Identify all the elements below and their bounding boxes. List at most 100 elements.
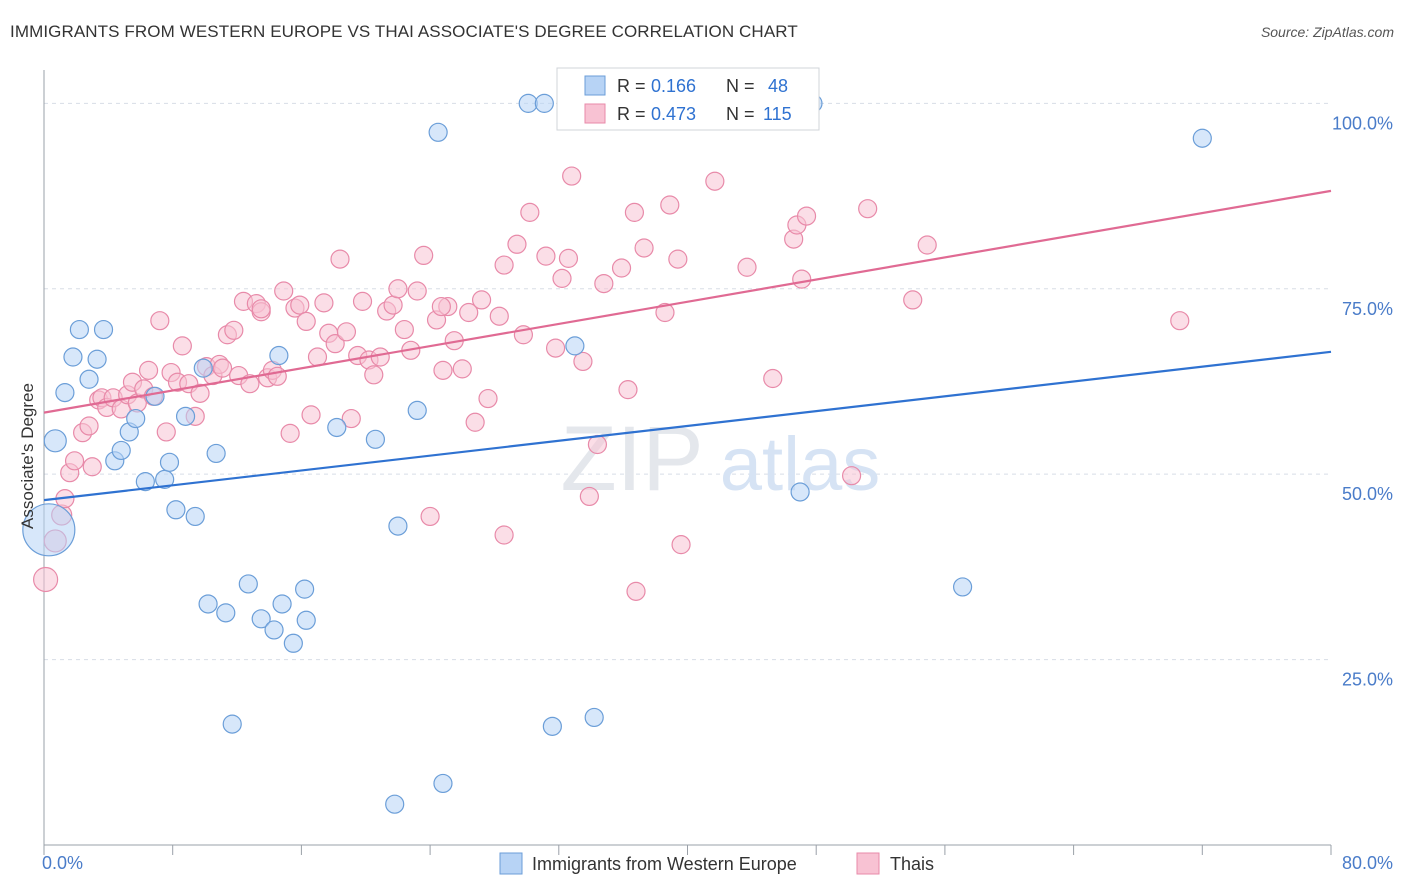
- western-europe-point-44: [790, 482, 810, 502]
- thais-point-74: [465, 412, 485, 432]
- thais-point-89: [579, 486, 599, 507]
- y-tick-label-50: 50.0%: [1342, 484, 1393, 504]
- western-europe-point-4: [69, 319, 89, 340]
- western-europe-point-26: [272, 594, 292, 614]
- western-europe-point-29: [295, 579, 315, 599]
- thais-point-90: [587, 434, 608, 455]
- thais-point-27: [190, 383, 210, 403]
- thais-point-84: [545, 338, 566, 358]
- thais-point-52: [330, 249, 350, 269]
- thais-point-102: [737, 257, 757, 277]
- thais-point-95: [626, 581, 646, 601]
- thais-point-69: [433, 360, 453, 380]
- thais-trend-line: [43, 189, 1332, 414]
- thais-point-45: [290, 295, 310, 315]
- bottom-legend-label-pink: Thais: [890, 854, 934, 874]
- western-europe-point-24: [251, 609, 271, 629]
- western-europe-point-28: [296, 610, 316, 630]
- thais-point-0: [33, 566, 59, 593]
- thais-point-67: [420, 506, 440, 527]
- y-tick-label-100: 100.0%: [1332, 113, 1393, 133]
- thais-point-54: [341, 408, 361, 429]
- thais-point-5: [64, 451, 85, 471]
- watermark: ZIP atlas: [560, 408, 880, 510]
- western-europe-point-11: [126, 408, 146, 429]
- legend-r-value-2: 0.473: [651, 104, 696, 124]
- thais-point-79: [494, 525, 514, 545]
- western-europe-point-0: [22, 503, 76, 557]
- thais-point-66: [414, 245, 434, 266]
- thais-point-109: [858, 199, 878, 219]
- y-tick-label-25: 25.0%: [1342, 670, 1393, 690]
- western-europe-point-21: [216, 603, 236, 623]
- thais-point-100: [671, 535, 691, 555]
- thais-point-88: [573, 351, 593, 372]
- western-europe-point-45: [952, 577, 973, 597]
- thais-point-86: [558, 248, 579, 268]
- western-europe-trend-line: [43, 350, 1332, 502]
- western-europe-point-2: [55, 383, 75, 403]
- thais-point-98: [660, 195, 680, 215]
- thais-point-94: [624, 202, 645, 222]
- correlation-legend: R = 0.166 N = 48 R = 0.473 N = 115: [556, 67, 820, 131]
- thais-point-47: [301, 405, 321, 425]
- thais-point-77: [489, 306, 509, 326]
- thais-point-108: [841, 466, 862, 486]
- western-europe-point-20: [206, 443, 226, 464]
- thais-point-87: [562, 166, 582, 186]
- thais-point-41: [267, 366, 287, 386]
- western-europe-point-3: [63, 347, 83, 367]
- thais-point-92: [611, 258, 632, 278]
- thais-point-51: [325, 334, 345, 354]
- thais-point-24: [172, 336, 192, 356]
- thais-point-85: [552, 268, 572, 288]
- western-europe-point-37: [428, 122, 448, 142]
- thais-point-114: [431, 296, 451, 317]
- western-europe-point-34: [407, 400, 427, 421]
- thais-point-59: [370, 347, 390, 367]
- thais-point-21: [156, 422, 176, 442]
- thais-point-113: [251, 299, 271, 319]
- western-europe-point-39: [534, 93, 554, 113]
- thais-point-56: [352, 291, 373, 311]
- western-europe-point-16: [166, 500, 186, 520]
- thais-point-78: [494, 255, 514, 275]
- thais-point-8: [82, 457, 102, 477]
- western-europe-point-18: [185, 506, 205, 527]
- western-europe-point-41: [584, 707, 604, 728]
- legend-r-label-1: R =: [617, 76, 646, 96]
- thais-point-20: [150, 311, 170, 331]
- thais-point-61: [383, 295, 403, 315]
- western-europe-point-13: [145, 386, 165, 406]
- western-europe-point-31: [327, 417, 347, 438]
- source-credit: Source: ZipAtlas.com: [1260, 24, 1394, 40]
- thais-point-107: [796, 206, 817, 226]
- thais-point-42: [274, 281, 294, 301]
- series-legend: Immigrants from Western Europe Thais: [499, 852, 934, 875]
- thais-point-93: [618, 380, 638, 400]
- western-europe-point-22: [222, 714, 242, 734]
- legend-n-value-1: 48: [768, 76, 788, 96]
- thais-point-31: [212, 358, 233, 378]
- western-europe-point-27: [283, 633, 303, 653]
- x-tick-label-max: 80.0%: [1342, 853, 1393, 873]
- legend-swatch-blue: [584, 75, 606, 96]
- thais-point-73: [459, 302, 479, 323]
- western-europe-point-12: [135, 472, 155, 492]
- western-europe-point-23: [238, 574, 258, 594]
- thais-point-46: [296, 311, 316, 332]
- western-europe-point-25: [264, 620, 284, 640]
- western-europe-point-30: [269, 345, 289, 366]
- legend-swatch-pink: [584, 103, 606, 124]
- thais-point-7: [79, 416, 99, 436]
- western-europe-points: [22, 93, 1212, 814]
- thais-point-76: [478, 388, 498, 409]
- thais-point-112: [1170, 311, 1190, 331]
- thais-point-110: [903, 290, 923, 310]
- western-europe-point-47: [193, 358, 213, 378]
- thais-point-75: [471, 290, 492, 310]
- bottom-legend-swatch-blue: [499, 852, 523, 875]
- thais-point-82: [520, 202, 540, 222]
- western-europe-point-17: [175, 406, 196, 426]
- western-europe-point-7: [93, 319, 114, 340]
